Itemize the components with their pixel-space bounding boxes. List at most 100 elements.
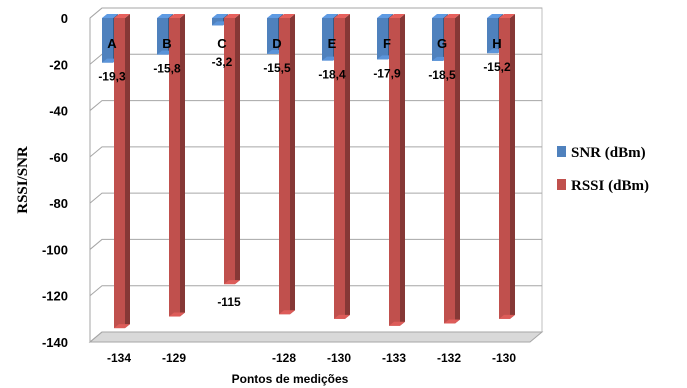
- bar-rssi-g-front: [444, 18, 455, 324]
- bar-rssi-a-side: [125, 14, 130, 329]
- bar-rssi-d-top: [279, 310, 295, 315]
- bar-rssi-h: [499, 14, 515, 319]
- data-label-snr: -3,2: [212, 55, 233, 69]
- category-label: A: [107, 36, 117, 51]
- bar-rssi-e-top: [334, 314, 350, 319]
- bar-rssi-g-top: [444, 319, 460, 324]
- bar-rssi-f-side: [400, 14, 405, 326]
- bar-snr-g-front: [432, 18, 443, 61]
- y-tick-label: -80: [49, 196, 68, 211]
- bar-rssi-e-side: [345, 14, 350, 319]
- bar-snr-a-front: [102, 18, 113, 63]
- data-label-snr: -19,3: [98, 70, 126, 84]
- gridline: [89, 331, 542, 343]
- bar-rssi-b: [169, 14, 185, 317]
- floor: [88, 331, 544, 343]
- legend: SNR (dBm) RSSI (dBm): [557, 145, 649, 194]
- gridline: [89, 7, 542, 19]
- y-tick-label: -60: [49, 150, 68, 165]
- bar-rssi-f-cap: [389, 14, 405, 18]
- data-label-snr: -15,2: [483, 60, 511, 74]
- x-axis-title: Pontos de medições: [232, 372, 349, 386]
- bar-snr-b-cap: [157, 14, 173, 18]
- bar-rssi-a: [114, 14, 130, 329]
- bar-rssi-b-side: [180, 14, 185, 317]
- bar-rssi-g: [444, 14, 460, 324]
- bar-rssi-c-top: [224, 280, 240, 285]
- category-label: G: [437, 36, 447, 51]
- data-label-snr: -18,4: [318, 68, 346, 82]
- bar-rssi-h-side: [510, 14, 515, 319]
- data-label-rssi: -128: [272, 351, 296, 365]
- data-label-snr: -17,9: [373, 66, 401, 80]
- bar-rssi-a-top: [114, 324, 130, 329]
- bar-snr-f-cap: [377, 14, 393, 18]
- bar-snr-d-cap: [267, 14, 283, 18]
- bar-rssi-e-front: [334, 18, 345, 319]
- bar-rssi-f-front: [389, 18, 400, 326]
- back-wall: [89, 7, 543, 344]
- data-label-snr: -15,8: [153, 62, 181, 76]
- bar-snr-d-front: [267, 18, 278, 54]
- y-tick-label: -140: [42, 335, 68, 350]
- legend-label-rssi: RSSI (dBm): [571, 178, 649, 194]
- y-tick-label: -20: [49, 57, 68, 72]
- category-label: D: [272, 36, 281, 51]
- bar-rssi-b-front: [169, 18, 180, 317]
- legend-swatch-rssi: [557, 179, 566, 190]
- data-label-rssi: -133: [382, 351, 406, 365]
- bar-rssi-d-cap: [279, 14, 295, 18]
- bar-rssi-h-top: [499, 314, 515, 319]
- bar-snr-h-front: [487, 18, 498, 54]
- bar-snr-f-front: [377, 18, 388, 60]
- bar-rssi-c-front: [224, 18, 235, 285]
- bar-rssi-d: [279, 14, 295, 315]
- bar-snr-a-cap: [102, 14, 118, 18]
- bar-rssi-h-front: [499, 18, 510, 319]
- bar-snr-e-front: [322, 18, 333, 61]
- bar-rssi-e: [334, 14, 350, 319]
- data-label-rssi: -130: [492, 351, 516, 365]
- category-label: E: [328, 36, 337, 51]
- y-tick-label: -40: [49, 104, 68, 119]
- bar-rssi-g-side: [455, 14, 460, 324]
- bar-rssi-f-top: [389, 321, 405, 326]
- legend-label-snr: SNR (dBm): [571, 145, 646, 161]
- bar-rssi-f: [389, 14, 405, 326]
- category-label: H: [492, 36, 501, 51]
- bar-rssi-a-front: [114, 18, 125, 329]
- bar-rssi-a-cap: [114, 14, 130, 18]
- legend-swatch-snr: [557, 146, 566, 157]
- bar-snr-e-cap: [322, 14, 338, 18]
- y-tick-labels: 0 -20 -40 -60 -80 -100 -120 -140: [42, 11, 68, 350]
- data-label-rssi: -134: [107, 351, 131, 365]
- category-label: C: [217, 36, 227, 51]
- data-label-snr: -18,5: [428, 68, 456, 82]
- bar-rssi-e-cap: [334, 14, 350, 18]
- gridlines: [89, 7, 542, 343]
- data-label-rssi: -115: [217, 295, 241, 309]
- bars: [102, 14, 515, 329]
- bar-snr-c-cap: [212, 14, 228, 18]
- bar-rssi-h-cap: [499, 14, 515, 18]
- y-axis-title: RSSI/SNR: [15, 146, 31, 214]
- y-tick-label: -100: [42, 242, 68, 257]
- bar-rssi-d-side: [290, 14, 295, 315]
- bar-snr-b-front: [157, 18, 168, 55]
- bar-rssi-d-front: [279, 18, 290, 315]
- bar-rssi-b-top: [169, 312, 185, 317]
- data-label-snr: -15,5: [263, 61, 291, 75]
- data-labels: A -19,3 -134 B -15,8 -129 C -3,2 -115 D -15,5 -128 E…: [98, 36, 516, 365]
- bar-rssi-g-cap: [444, 14, 460, 18]
- data-label-rssi: -129: [162, 351, 186, 365]
- bar-rssi-b-cap: [169, 14, 185, 18]
- y-tick-label: 0: [61, 11, 68, 26]
- bar-rssi-c: [224, 14, 240, 285]
- bar-rssi-c-side: [235, 14, 240, 285]
- data-label-rssi: -132: [437, 351, 461, 365]
- y-tick-label: -120: [42, 289, 68, 304]
- category-label: B: [162, 36, 171, 51]
- category-label: F: [383, 36, 391, 51]
- bar-snr-h-cap: [487, 14, 503, 18]
